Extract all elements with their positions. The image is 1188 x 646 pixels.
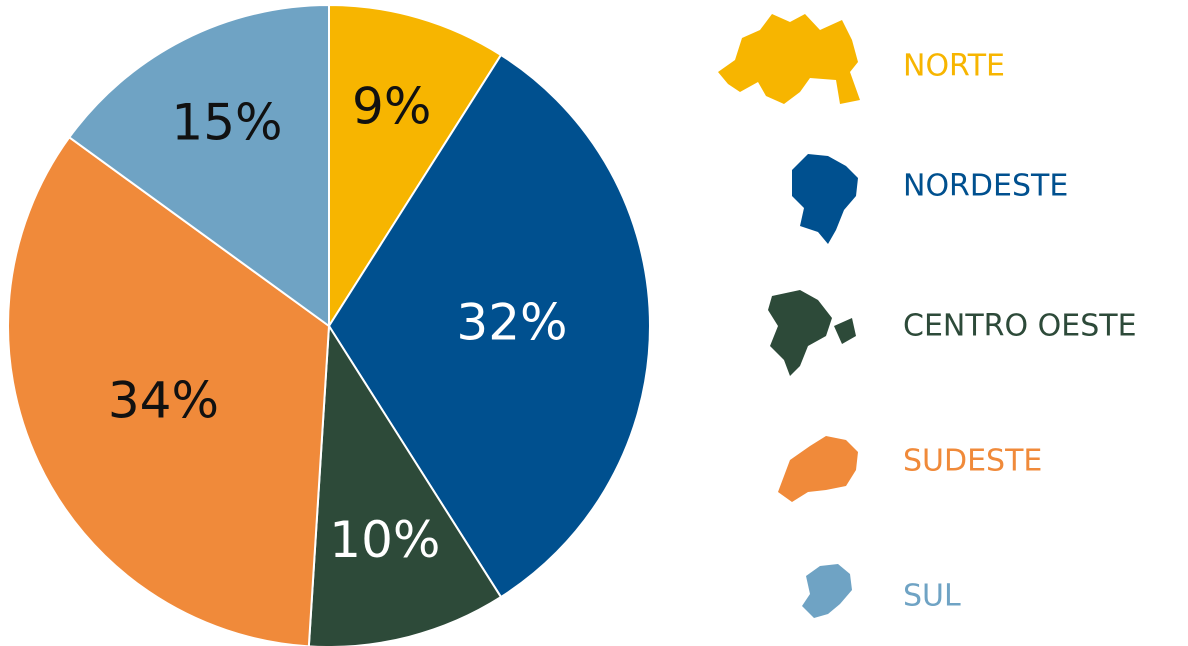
norte-icon — [718, 14, 860, 104]
slice-label: 15% — [171, 93, 282, 151]
pie-slice — [327, 53, 651, 599]
legend-label: NORDESTE — [903, 169, 1068, 204]
nordeste-icon — [792, 154, 858, 244]
slice-label: 32% — [456, 294, 567, 352]
legend-label: CENTRO OESTE — [903, 309, 1137, 344]
region-icons — [718, 14, 860, 618]
centro-oeste-icon — [768, 290, 856, 376]
legend-label: SUL — [903, 579, 961, 614]
pie-slice — [7, 135, 331, 646]
pie-slice — [328, 3, 503, 330]
slice-label: 34% — [108, 371, 219, 429]
legend-label: NORTE — [903, 49, 1005, 84]
sudeste-icon — [778, 436, 858, 502]
legend-label: SUDESTE — [903, 444, 1042, 479]
pie-slice — [67, 3, 330, 328]
pie-slice — [307, 322, 503, 646]
sul-icon — [802, 564, 852, 618]
slice-label: 10% — [329, 511, 440, 569]
slice-label: 9% — [352, 78, 431, 136]
